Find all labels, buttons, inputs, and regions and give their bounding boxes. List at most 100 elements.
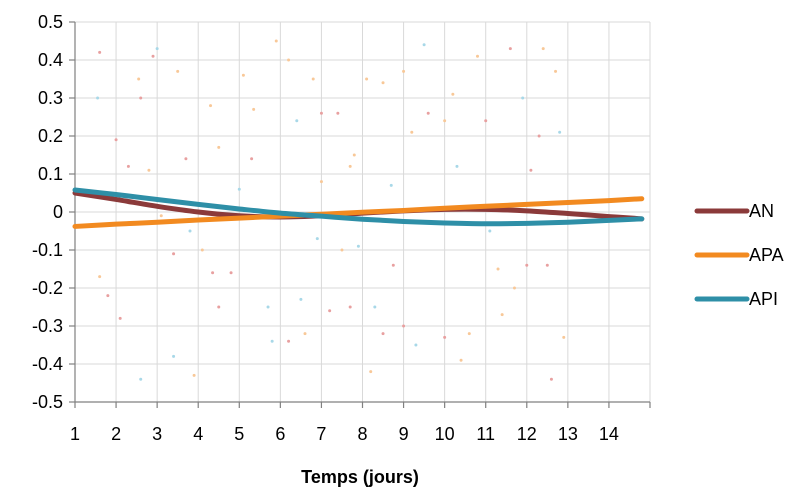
background-dot [241, 73, 245, 77]
background-dot [348, 164, 352, 168]
y-tick-label: -0.4 [32, 354, 63, 374]
background-dot [98, 275, 102, 279]
background-dot [315, 237, 319, 241]
y-tick-label: 0.4 [38, 50, 63, 70]
background-dot [139, 96, 143, 100]
x-tick-label: 6 [275, 424, 285, 444]
background-dot [525, 263, 529, 267]
x-axis-title: Temps (jours) [301, 467, 419, 487]
background-dot [188, 229, 192, 233]
background-dot [147, 168, 151, 172]
legend-label-an: AN [749, 201, 774, 221]
background-dot [137, 77, 141, 81]
background-dot [402, 324, 406, 328]
y-tick-label: 0.3 [38, 88, 63, 108]
y-tick-label: 0.2 [38, 126, 63, 146]
background-dot [151, 54, 155, 58]
x-tick-label: 8 [357, 424, 367, 444]
y-tick-label: -0.1 [32, 240, 63, 260]
background-dot [126, 164, 130, 168]
axes [69, 21, 651, 408]
background-dot [476, 54, 479, 58]
series-line-apa [72, 196, 645, 229]
background-dot [172, 354, 176, 358]
background-dot [508, 47, 512, 51]
background-dot [369, 370, 373, 374]
background-dot [443, 119, 447, 123]
background-dot [250, 157, 254, 161]
background-dot [98, 50, 102, 54]
background-dot [410, 130, 414, 134]
background-dot [274, 39, 278, 43]
background-dot [311, 77, 315, 81]
background-dot [537, 134, 541, 138]
x-tick-label: 9 [399, 424, 409, 444]
x-tick-label: 7 [316, 424, 326, 444]
background-dot [266, 305, 270, 309]
background-dot [391, 263, 395, 267]
background-dot [184, 157, 188, 161]
background-dot [155, 47, 159, 51]
legend-label-apa: APA [749, 245, 784, 265]
x-tick-label: 13 [558, 424, 578, 444]
background-dot [389, 183, 393, 187]
background-dot [192, 373, 196, 377]
x-tick-label: 4 [193, 424, 203, 444]
series-line-api [72, 187, 645, 227]
background-dot [106, 294, 110, 298]
background-dot [558, 130, 562, 134]
background-dot [381, 332, 385, 336]
x-tick-label: 11 [476, 424, 495, 444]
background-dot [484, 119, 488, 123]
x-tick-label: 12 [517, 424, 537, 444]
background-dots [96, 39, 566, 381]
background-dot [455, 164, 459, 168]
background-dot [295, 119, 299, 123]
y-tick-label: -0.3 [32, 316, 63, 336]
background-dot [545, 263, 549, 267]
background-dot [521, 96, 525, 100]
x-tick-label: 14 [599, 424, 619, 444]
x-tick-label: 1 [70, 424, 80, 444]
background-dot [414, 343, 418, 347]
background-dot [336, 111, 340, 115]
background-dot [352, 153, 356, 157]
background-dot [549, 377, 553, 381]
background-dot [229, 271, 233, 275]
background-dot [562, 335, 566, 339]
background-dot [200, 248, 204, 252]
background-dot [529, 168, 533, 172]
tick-labels: 0.50.40.30.20.10-0.1-0.2-0.3-0.4-0.51 2 3 4… [32, 12, 619, 444]
background-dot [252, 107, 256, 111]
series-lines [72, 187, 645, 229]
background-dot [270, 339, 274, 343]
background-dot [512, 286, 516, 290]
background-dot [319, 111, 323, 115]
background-dot [118, 316, 122, 320]
background-dot [217, 145, 221, 149]
background-dot [176, 69, 180, 73]
background-dot [365, 77, 369, 81]
background-dot [172, 252, 176, 256]
y-tick-label: -0.2 [32, 278, 63, 298]
y-tick-label: 0.1 [38, 164, 63, 184]
background-dot [496, 267, 500, 271]
background-dot [211, 271, 215, 275]
background-dot [373, 305, 377, 309]
background-dot [237, 187, 241, 191]
background-dot [554, 69, 558, 73]
background-dot [287, 339, 291, 343]
background-dot [422, 43, 426, 47]
background-dot [451, 92, 455, 96]
background-dot [328, 309, 332, 313]
background-dot [340, 248, 344, 252]
background-dot [319, 180, 323, 184]
background-dot [114, 138, 118, 142]
background-dot [139, 377, 143, 381]
legend-label-api: API [749, 289, 778, 309]
background-dot [381, 81, 385, 85]
y-tick-label: -0.5 [32, 392, 63, 412]
